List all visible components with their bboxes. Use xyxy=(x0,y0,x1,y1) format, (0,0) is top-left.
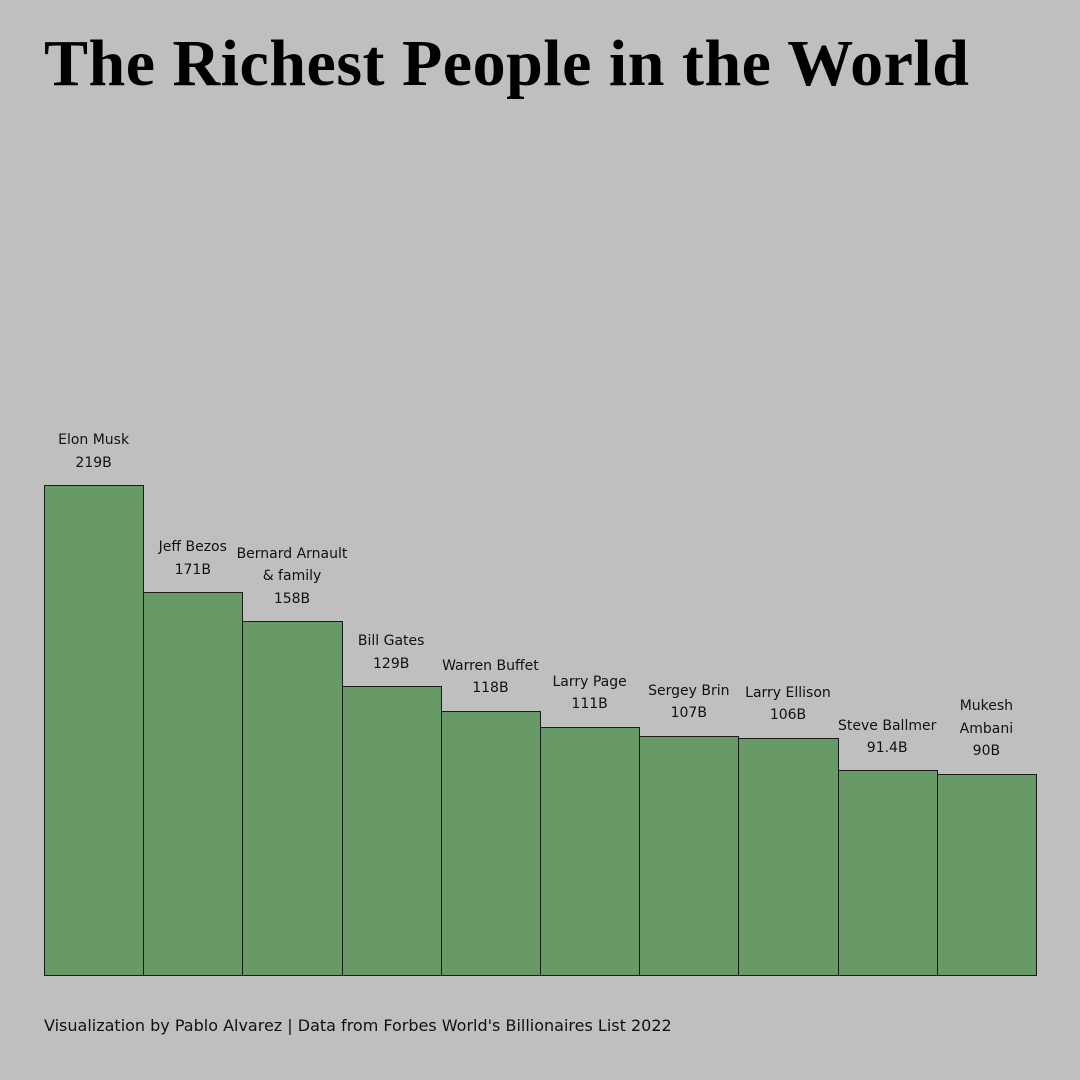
category-label: Jeff Bezos xyxy=(158,539,227,556)
bar xyxy=(540,726,641,976)
bar-label: Bernard Arnault & family 158B xyxy=(232,543,351,611)
value-label: 129B xyxy=(373,655,410,672)
value-label: 107B xyxy=(670,705,707,722)
bar xyxy=(242,621,343,976)
category-label: Bernard Arnault & family xyxy=(236,545,348,585)
bar xyxy=(936,773,1037,976)
value-label: 91.4B xyxy=(866,740,908,756)
value-label: 158B xyxy=(273,590,311,607)
category-label: Sergey Brin xyxy=(648,682,730,699)
bar xyxy=(440,710,541,976)
bar xyxy=(639,735,740,976)
bar-label: Jeff Bezos 171B xyxy=(133,536,252,581)
bar-label: Steve Ballmer 91.4B xyxy=(828,715,947,760)
value-label: 90B xyxy=(972,743,1001,760)
value-label: 219B xyxy=(75,454,112,471)
bar-label: Elon Musk 219B xyxy=(34,429,153,474)
value-label: 171B xyxy=(174,561,211,578)
value-label: 118B xyxy=(472,680,509,697)
bar xyxy=(143,592,244,976)
value-label: 111B xyxy=(571,696,608,713)
category-label: Mukesh Ambani xyxy=(959,698,1014,737)
bar-label: Larry Ellison 106B xyxy=(728,682,847,727)
chart-title: The Richest People in the World xyxy=(44,27,970,100)
bar-label: Mukesh Ambani 90B xyxy=(927,695,1046,763)
bar xyxy=(44,485,145,976)
category-label: Larry Ellison xyxy=(745,684,831,701)
category-label: Steve Ballmer xyxy=(838,717,937,734)
value-label: 106B xyxy=(769,707,807,724)
footer: Visualization by Pablo Alvarez | Data fr… xyxy=(44,1016,672,1035)
category-label: Elon Musk xyxy=(58,432,130,448)
bar-label: Bill Gates 129B xyxy=(332,630,451,675)
bar xyxy=(837,770,938,976)
bar xyxy=(738,737,839,976)
bar-label: Warren Buffet 118B xyxy=(431,655,550,700)
category-label: Warren Buffet xyxy=(442,657,539,674)
bar-label: Sergey Brin 107B xyxy=(629,680,748,725)
category-label: Bill Gates xyxy=(357,633,425,650)
bar xyxy=(341,686,442,976)
bar-label: Larry Page 111B xyxy=(530,671,649,716)
category-label: Larry Page xyxy=(552,673,627,690)
